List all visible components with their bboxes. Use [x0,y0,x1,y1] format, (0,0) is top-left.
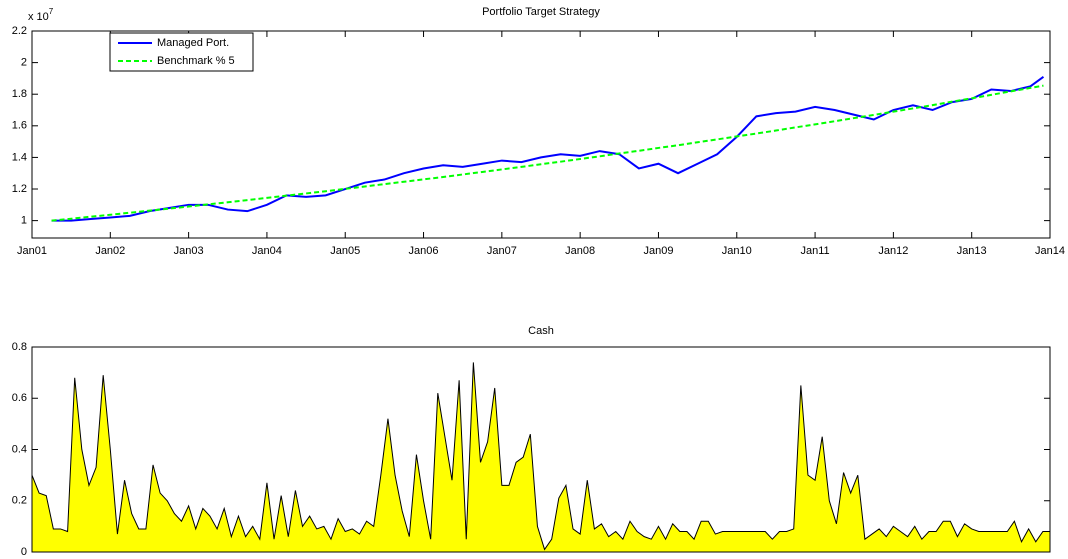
x-tick-label: Jan03 [174,245,204,257]
area [31,362,1051,553]
x-tick-label: Jan05 [330,245,360,257]
x-tick-label: Jan04 [252,245,282,257]
y-tick-label: 2 [21,57,27,69]
x-tick-label: Jan07 [487,245,517,257]
x-tick-label: Jan12 [878,245,908,257]
legend-label: Benchmark % 5 [157,55,235,67]
y-tick-label: 0.8 [12,341,27,353]
y-tick-label: 1 [21,215,27,227]
y-tick-label: 1.2 [12,183,27,195]
x-tick-label: Jan11 [800,245,829,257]
x-tick-label: Jan02 [95,245,125,257]
x-tick-label: Jan14 [1035,245,1065,257]
y-tick-label: 1.4 [12,151,27,163]
legend-box [109,32,254,72]
y-tick-label: 0.4 [12,443,27,455]
legend-label: Managed Port. [157,37,229,49]
x-tick-label: Jan06 [409,245,439,257]
x-tick-label: Jan10 [722,245,752,257]
y-tick-label: 0.6 [12,392,27,404]
plot-frame [31,30,1051,239]
y-scale-label: x 107 [28,7,54,23]
plot-frame [31,346,1051,553]
series-line [51,76,1045,222]
y-tick-label: 1.8 [12,88,27,100]
y-tick-label: 0.2 [12,495,27,507]
x-tick-label: Jan01 [17,245,47,257]
y-scale-exponent: 7 [49,7,54,16]
chart-title: Portfolio Target Strategy [482,6,600,18]
y-scale-base: x 10 [28,11,49,23]
x-tick-label: Jan13 [957,245,987,257]
y-tick-label: 2.2 [12,25,27,37]
y-tick-label: 0 [21,546,27,558]
x-tick-label: Jan08 [565,245,595,257]
y-tick-label: 1.6 [12,120,27,132]
x-tick-label: Jan09 [643,245,673,257]
chart-title: Cash [528,325,554,337]
